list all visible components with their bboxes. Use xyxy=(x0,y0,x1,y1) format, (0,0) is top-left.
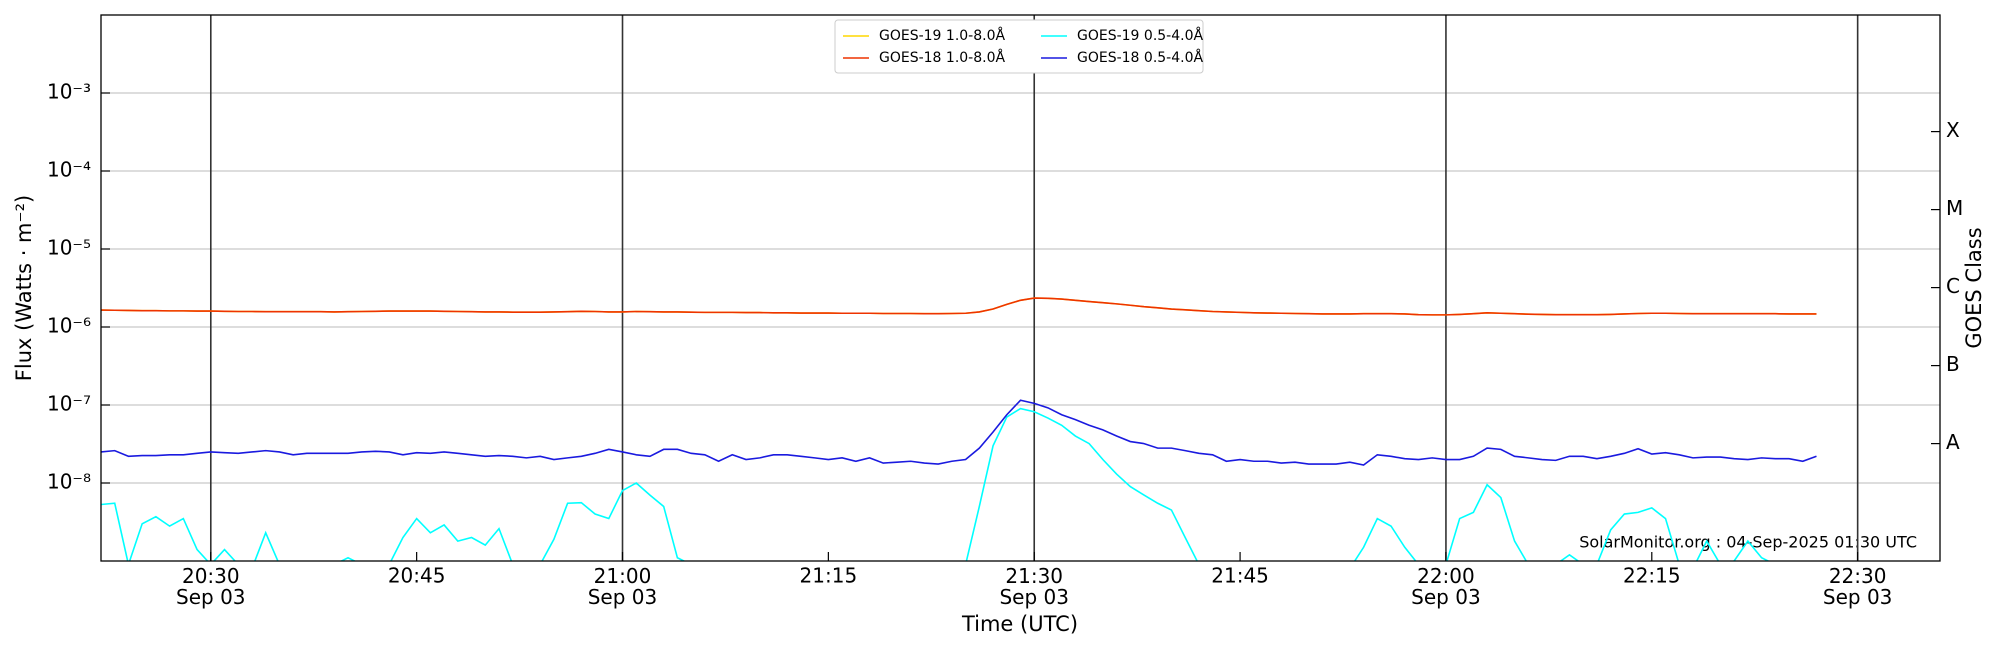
x-tick-label: 21:00 Sep 03 xyxy=(588,564,658,609)
x-tick-label: 20:45 xyxy=(388,564,446,588)
x-tick-label: 22:15 xyxy=(1623,564,1681,588)
y2-tick-label: M xyxy=(1946,196,1963,220)
x-tick-label: 22:00 Sep 03 xyxy=(1411,564,1481,609)
legend-box xyxy=(834,19,1204,74)
y-tick-label: 10⁻⁵ xyxy=(47,236,91,260)
y-tick-label: 10⁻⁶ xyxy=(47,314,91,338)
y-tick-label: 10⁻⁴ xyxy=(47,158,91,182)
x-axis-label: Time (UTC) xyxy=(961,612,1078,636)
series-line xyxy=(101,297,1817,316)
x-tick-label: 21:15 xyxy=(800,564,858,588)
plot-frame xyxy=(100,14,1941,562)
y2-tick-label: C xyxy=(1946,274,1960,298)
legend-label: GOES-19 0.5-4.0Å xyxy=(1077,27,1203,44)
y2-tick-label: B xyxy=(1946,352,1960,376)
y2-tick-label: A xyxy=(1946,430,1960,454)
y2-tick-label: X xyxy=(1946,118,1960,142)
legend-label: GOES-18 0.5-4.0Å xyxy=(1077,49,1203,66)
x-tick-label: 22:30 Sep 03 xyxy=(1823,564,1893,609)
legend-label: GOES-19 1.0-8.0Å xyxy=(879,27,1005,44)
plot-area xyxy=(101,15,1940,561)
y-tick-label: 10⁻⁷ xyxy=(47,392,91,416)
y-axis-label: Flux (Watts · m⁻²) xyxy=(12,195,36,381)
x-tick-label: 21:30 Sep 03 xyxy=(999,564,1069,609)
legend-label: GOES-18 1.0-8.0Å xyxy=(879,49,1005,66)
y-tick-label: 10⁻³ xyxy=(47,80,91,104)
y-tick-label: 10⁻⁸ xyxy=(47,470,91,494)
series-line xyxy=(101,399,1817,466)
x-tick-label: 21:45 xyxy=(1211,564,1269,588)
x-tick-label: 20:30 Sep 03 xyxy=(176,564,246,609)
series-group xyxy=(101,297,1817,561)
y2-axis-label: GOES Class xyxy=(1962,227,1986,348)
